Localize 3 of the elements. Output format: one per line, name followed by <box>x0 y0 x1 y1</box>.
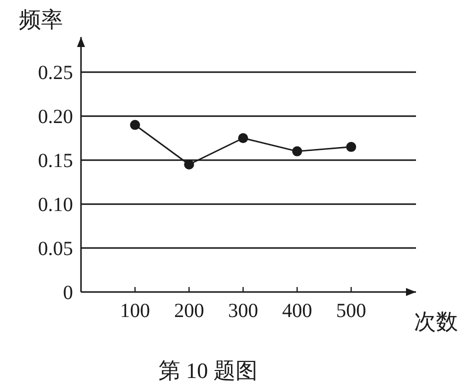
annotation: 第 10 题图 <box>158 358 258 383</box>
ylabel: 频率 <box>19 7 63 32</box>
xlabel: 次数 <box>414 309 458 334</box>
